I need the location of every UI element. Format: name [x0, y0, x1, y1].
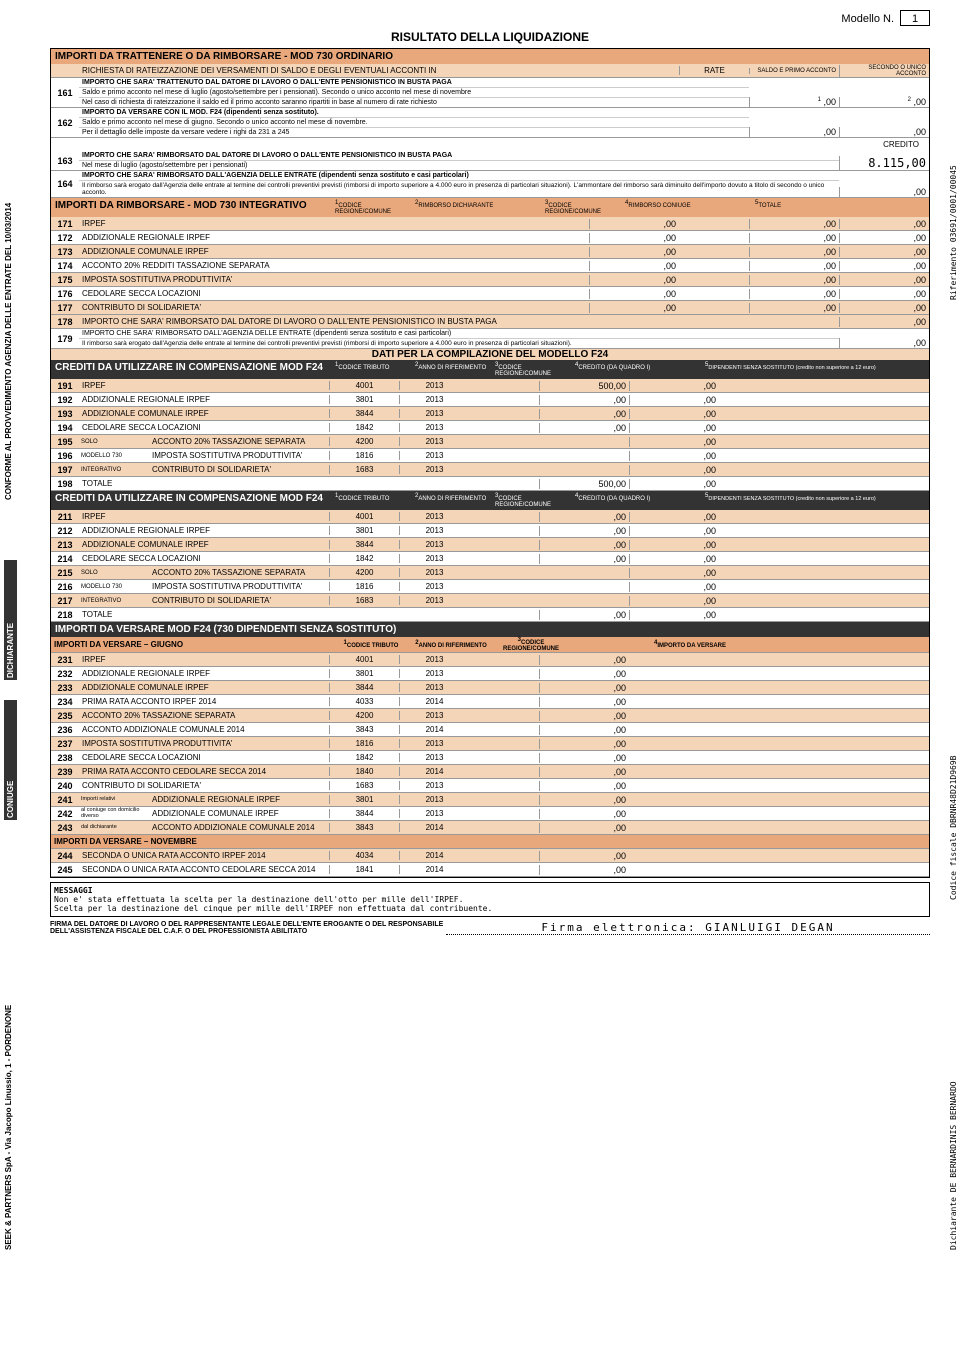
sec4-title: IMPORTI DA VERSARE MOD F24 (730 DIPENDEN…: [51, 622, 929, 637]
row-197: 197INTEGRATIVOCONTRIBUTO DI SOLIDARIETA'…: [51, 463, 929, 477]
row-215: 215SOLOACCONTO 20% TASSAZIONE SEPARATA 4…: [51, 566, 929, 580]
sec1-title: IMPORTI DA TRATTENERE O DA RIMBORSARE - …: [51, 49, 929, 64]
row-213: 213ADDIZIONALE COMUNALE IRPEF 38442013 ,…: [51, 538, 929, 552]
row-172: 172ADDIZIONALE REGIONALE IRPEF ,00 ,00 ,…: [51, 231, 929, 245]
row-175: 175IMPOSTA SOSTITUTIVA PRODUTTIVITA' ,00…: [51, 273, 929, 287]
row-195: 195SOLOACCONTO 20% TASSAZIONE SEPARATA 4…: [51, 435, 929, 449]
row-218: 218TOTALE ,00 ,00: [51, 608, 929, 622]
row-216: 216MODELLO 730IMPOSTA SOSTITUTIVA PRODUT…: [51, 580, 929, 594]
row-212: 212ADDIZIONALE REGIONALE IRPEF 38012013 …: [51, 524, 929, 538]
sec2-header: IMPORTI DA RIMBORSARE - MOD 730 INTEGRAT…: [51, 198, 929, 217]
side-coniuge: CONIUGE: [4, 700, 17, 820]
row-176: 176CEDOLARE SECCA LOCAZIONI ,00 ,00 ,00: [51, 287, 929, 301]
side-left-1: CONFORME AL PROVVEDIMENTO AGENZIA DELLE …: [4, 100, 13, 500]
row-174: 174ACCONTO 20% REDDITI TASSAZIONE SEPARA…: [51, 259, 929, 273]
row-173: 173ADDIZIONALE COMUNALE IRPEF ,00 ,00 ,0…: [51, 245, 929, 259]
row-171: 171IRPEF ,00 ,00 ,00: [51, 217, 929, 231]
row-244: 244SECONDA O UNICA RATA ACCONTO IRPEF 20…: [51, 849, 929, 863]
row-232: 232ADDIZIONALE REGIONALE IRPEF 38012013 …: [51, 667, 929, 681]
credito-label: CREDITO: [51, 138, 929, 151]
nov-hdr: IMPORTI DA VERSARE – NOVEMBRE: [51, 835, 929, 849]
row-178: 178 IMPORTO CHE SARA' RIMBORSATO DAL DAT…: [51, 315, 929, 329]
row-162: 162 IMPORTO DA VERSARE CON IL MOD. F24 (…: [51, 108, 929, 138]
main-title: RISULTATO DELLA LIQUIDAZIONE: [50, 30, 930, 44]
row-196: 196MODELLO 730IMPOSTA SOSTITUTIVA PRODUT…: [51, 449, 929, 463]
row-198: 198TOTALE 500,00 ,00: [51, 477, 929, 491]
side-riferimento: Riferimento 03691/0001/00045: [949, 100, 958, 300]
side-dich-name: Dichiarante DE BERNARDINIS BERNARDO: [949, 1000, 958, 1250]
header: Modello N.1: [50, 10, 930, 26]
row-161: 161 IMPORTO CHE SARA' TRATTENUTO DAL DAT…: [51, 78, 929, 108]
row-179: 179 IMPORTO CHE SARA' RIMBORSATO DALL'AG…: [51, 329, 929, 349]
row-243: 243dal dichiaranteACCONTO ADDIZIONALE CO…: [51, 821, 929, 835]
row-241: 241Importi relativiADDIZIONALE REGIONALE…: [51, 793, 929, 807]
row-177: 177CONTRIBUTO DI SOLIDARIETA' ,00 ,00 ,0…: [51, 301, 929, 315]
row-191: 191IRPEF 40012013 500,00 ,00: [51, 379, 929, 393]
cred-hdr-2: CREDITI DA UTILIZZARE IN COMPENSAZIONE M…: [51, 491, 929, 510]
row-214: 214CEDOLARE SECCA LOCAZIONI 18422013 ,00…: [51, 552, 929, 566]
side-dichiarante: DICHIARANTE: [4, 560, 17, 680]
row-211: 211IRPEF 40012013 ,00 ,00: [51, 510, 929, 524]
row-193: 193ADDIZIONALE COMUNALE IRPEF 38442013 ,…: [51, 407, 929, 421]
sec1-subheader: RICHIESTA DI RATEIZZAZIONE DEI VERSAMENT…: [51, 64, 929, 78]
side-cf: Codice fiscale DBRNR48D21D969B: [949, 600, 958, 900]
side-left-4: SEEK & PARTNERS SpA - Via Jacopo Linussi…: [4, 850, 13, 1250]
row-236: 236ACCONTO ADDIZIONALE COMUNALE 2014 384…: [51, 723, 929, 737]
row-238: 238CEDOLARE SECCA LOCAZIONI 18422013 ,00: [51, 751, 929, 765]
row-235: 235ACCONTO 20% TASSAZIONE SEPARATA 42002…: [51, 709, 929, 723]
row-164: 164 IMPORTO CHE SARA' RIMBORSATO DALL'AG…: [51, 171, 929, 198]
row-245: 245SECONDA O UNICA RATA ACCONTO CEDOLARE…: [51, 863, 929, 877]
row-240: 240CONTRIBUTO DI SOLIDARIETA' 16832013 ,…: [51, 779, 929, 793]
giugno-hdr: IMPORTI DA VERSARE – GIUGNO 1CODICE TRIB…: [51, 637, 929, 653]
row-192: 192ADDIZIONALE REGIONALE IRPEF 38012013 …: [51, 393, 929, 407]
cred-hdr-1: CREDITI DA UTILIZZARE IN COMPENSAZIONE M…: [51, 360, 929, 379]
row-233: 233ADDIZIONALE COMUNALE IRPEF 38442013 ,…: [51, 681, 929, 695]
row-163: 163 IMPORTO CHE SARA' RIMBORSATO DAL DAT…: [51, 151, 929, 171]
row-231: 231IRPEF 40012013 ,00: [51, 653, 929, 667]
row-234: 234PRIMA RATA ACCONTO IRPEF 2014 4033201…: [51, 695, 929, 709]
messaggi: MESSAGGI Non e' stata effettuata la scel…: [50, 882, 930, 917]
sec3-title: DATI PER LA COMPILAZIONE DEL MODELLO F24: [51, 349, 929, 360]
row-194: 194CEDOLARE SECCA LOCAZIONI 18422013 ,00…: [51, 421, 929, 435]
row-239: 239PRIMA RATA ACCONTO CEDOLARE SECCA 201…: [51, 765, 929, 779]
firma: FIRMA DEL DATORE DI LAVORO O DEL RAPPRES…: [50, 921, 930, 935]
row-242: 242al coniuge con domicilio diversoADDIZ…: [51, 807, 929, 821]
row-237: 237IMPOSTA SOSTITUTIVA PRODUTTIVITA' 181…: [51, 737, 929, 751]
row-217: 217INTEGRATIVOCONTRIBUTO DI SOLIDARIETA'…: [51, 594, 929, 608]
